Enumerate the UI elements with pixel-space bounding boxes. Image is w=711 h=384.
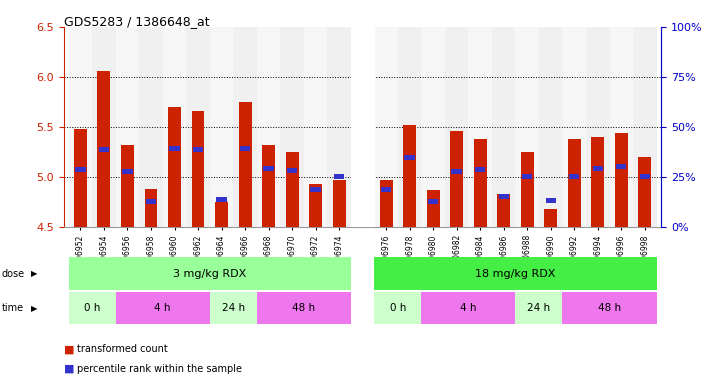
- Text: 18 mg/kg RDX: 18 mg/kg RDX: [475, 268, 555, 279]
- Text: 24 h: 24 h: [222, 303, 245, 313]
- Bar: [451, 169, 462, 174]
- Bar: [427, 190, 439, 227]
- Bar: [422, 27, 445, 227]
- Bar: [309, 184, 322, 227]
- Bar: [492, 27, 515, 227]
- Bar: [216, 197, 227, 202]
- Bar: [375, 27, 398, 227]
- Text: dose: dose: [1, 268, 25, 279]
- Bar: [498, 194, 509, 199]
- Bar: [520, 152, 534, 227]
- Bar: [262, 145, 275, 227]
- Bar: [191, 111, 205, 227]
- Bar: [193, 147, 203, 152]
- Text: 48 h: 48 h: [292, 303, 316, 313]
- Bar: [311, 187, 321, 192]
- Bar: [380, 180, 392, 227]
- Bar: [351, 27, 375, 227]
- Bar: [146, 199, 156, 204]
- Bar: [287, 168, 297, 173]
- Bar: [240, 146, 250, 151]
- Bar: [381, 187, 391, 192]
- Bar: [522, 174, 533, 179]
- Bar: [116, 27, 139, 227]
- Bar: [515, 27, 539, 227]
- Text: 4 h: 4 h: [460, 303, 476, 313]
- Text: 3 mg/kg RDX: 3 mg/kg RDX: [173, 268, 247, 279]
- Bar: [497, 194, 510, 227]
- Text: 0 h: 0 h: [84, 303, 100, 313]
- Bar: [239, 102, 252, 227]
- Bar: [169, 146, 180, 151]
- Bar: [121, 145, 134, 227]
- Bar: [403, 125, 416, 227]
- Text: 48 h: 48 h: [598, 303, 621, 313]
- Text: transformed count: transformed count: [77, 344, 168, 354]
- Bar: [568, 139, 581, 227]
- Bar: [544, 209, 557, 227]
- Text: time: time: [1, 303, 23, 313]
- Bar: [210, 27, 233, 227]
- Bar: [562, 27, 586, 227]
- Bar: [304, 27, 327, 227]
- Bar: [469, 27, 492, 227]
- Text: GDS5283 / 1386648_at: GDS5283 / 1386648_at: [64, 15, 210, 28]
- Bar: [450, 131, 463, 227]
- Text: 24 h: 24 h: [528, 303, 550, 313]
- Bar: [327, 27, 351, 227]
- Bar: [445, 27, 469, 227]
- Bar: [122, 169, 133, 174]
- Bar: [474, 139, 486, 227]
- Bar: [609, 27, 633, 227]
- Bar: [74, 129, 87, 227]
- Text: ▶: ▶: [31, 304, 37, 313]
- Text: ■: ■: [64, 344, 75, 354]
- Bar: [539, 27, 562, 227]
- Bar: [333, 180, 346, 227]
- Bar: [286, 152, 299, 227]
- Bar: [97, 71, 110, 227]
- Bar: [615, 133, 628, 227]
- Text: 0 h: 0 h: [390, 303, 406, 313]
- Text: ▶: ▶: [31, 269, 37, 278]
- Bar: [233, 27, 257, 227]
- Bar: [168, 107, 181, 227]
- Text: percentile rank within the sample: percentile rank within the sample: [77, 364, 242, 374]
- Bar: [75, 167, 85, 172]
- Bar: [257, 27, 280, 227]
- Bar: [569, 174, 579, 179]
- Bar: [592, 137, 604, 227]
- Bar: [69, 27, 92, 227]
- Bar: [144, 189, 157, 227]
- Bar: [475, 167, 486, 172]
- Bar: [616, 164, 626, 169]
- Text: 4 h: 4 h: [154, 303, 171, 313]
- Bar: [586, 27, 609, 227]
- Bar: [640, 174, 650, 179]
- Bar: [638, 157, 651, 227]
- Bar: [163, 27, 186, 227]
- Bar: [398, 27, 422, 227]
- Bar: [263, 166, 274, 171]
- Bar: [633, 27, 656, 227]
- Bar: [139, 27, 163, 227]
- Bar: [428, 199, 438, 204]
- Bar: [280, 27, 304, 227]
- Text: ■: ■: [64, 364, 75, 374]
- Bar: [215, 202, 228, 227]
- Bar: [99, 147, 109, 152]
- Bar: [186, 27, 210, 227]
- Bar: [592, 166, 603, 171]
- Bar: [92, 27, 116, 227]
- Bar: [405, 155, 415, 160]
- Bar: [334, 174, 344, 179]
- Bar: [545, 198, 556, 203]
